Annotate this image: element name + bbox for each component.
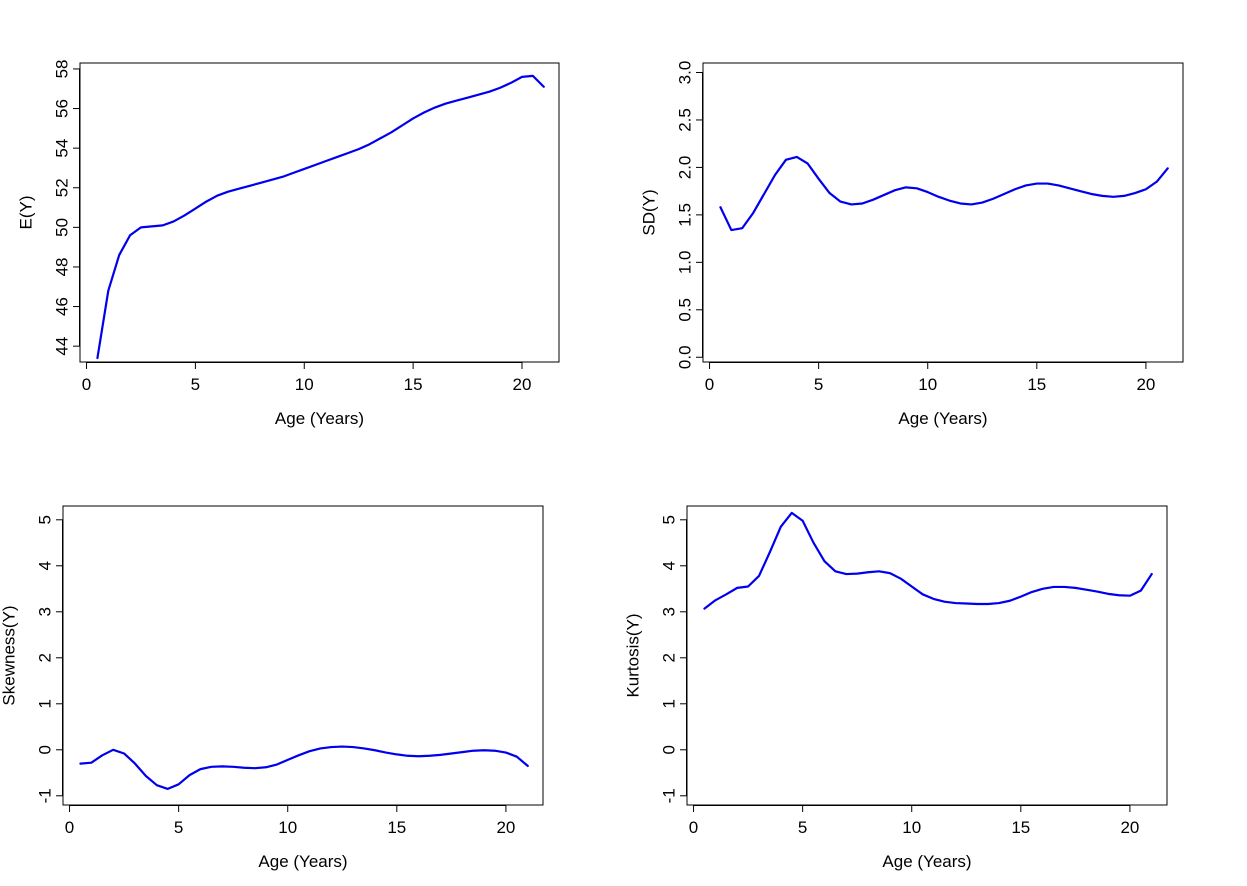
sd-x-tick-label: 10 (918, 375, 937, 394)
sd-x-tick-label: 15 (1027, 375, 1046, 394)
skewness-x-tick-label: 10 (278, 818, 297, 837)
mean-y-tick-label: 52 (53, 178, 72, 197)
kurtosis-y-tick-label: 4 (660, 561, 679, 570)
sd-x-tick-label: 5 (814, 375, 823, 394)
mean-x-tick-label: 0 (82, 375, 91, 394)
kurtosis-x-tick-label: 20 (1120, 818, 1139, 837)
kurtosis-y-tick-label: 1 (660, 699, 679, 708)
skewness-y-tick-label: 1 (36, 699, 55, 708)
sd-y-tick-label: 0.5 (676, 298, 695, 322)
mean-x-tick-label: 5 (191, 375, 200, 394)
mean-y-tick-label: 56 (53, 99, 72, 118)
kurtosis-y-tick-label: 5 (660, 515, 679, 524)
skewness-y-tick-label: 4 (36, 561, 55, 570)
skewness-plot-frame (62, 505, 544, 806)
sd-y-tick-label: 1.0 (676, 251, 695, 275)
mean-y-tick-label: 54 (53, 139, 72, 158)
mean-x-axis-label: Age (Years) (275, 409, 364, 428)
skewness-x-axis-label: Age (Years) (258, 852, 347, 871)
panel-mean: 0 5 10 15 20 Age (Years) 44 46 48 50 52 54 56 58 E(Y) (17, 59, 560, 428)
panel-sd: 0 5 10 15 20 Age (Years) 0.0 0.5 1.0 1.5 2.0 2.5 3.0… (640, 61, 1184, 428)
skewness-y-tick-label: 3 (36, 607, 55, 616)
sd-x-tick-label: 20 (1136, 375, 1155, 394)
panel-kurtosis: 0 5 10 15 20 Age (Years) -1 0 1 2 3 4 5 Kurtosis(Y) (624, 505, 1168, 871)
mean-series-line (96, 74, 545, 360)
sd-x-tick-label: 0 (705, 375, 714, 394)
mean-x-tick-label: 10 (295, 375, 314, 394)
kurtosis-y-tick-label: 0 (660, 745, 679, 754)
skewness-y-axis-label: Skewness(Y) (0, 605, 19, 705)
kurtosis-x-tick-label: 10 (902, 818, 921, 837)
sd-y-tick-label: 3.0 (676, 61, 695, 85)
skewness-y-tick-label: 0 (36, 745, 55, 754)
kurtosis-x-tick-label: 0 (689, 818, 698, 837)
mean-x-tick-label: 20 (513, 375, 532, 394)
kurtosis-y-tick-label: 2 (660, 653, 679, 662)
sd-y-tick-label: 0.0 (676, 345, 695, 369)
sd-y-axis-label: SD(Y) (640, 189, 659, 235)
mean-x-tick-label: 15 (404, 375, 423, 394)
mean-plot-frame (79, 62, 560, 363)
kurtosis-x-tick-label: 5 (798, 818, 807, 837)
mean-y-tick-label: 48 (53, 257, 72, 276)
sd-y-tick-label: 2.5 (676, 108, 695, 132)
mean-y-tick-label: 46 (53, 297, 72, 316)
mean-y-tick-label: 58 (53, 59, 72, 78)
kurtosis-y-tick-label: 3 (660, 607, 679, 616)
panel-skewness: 0 5 10 15 20 Age (Years) -1 0 1 2 3 4 5 Skewness(Y) (0, 505, 544, 871)
skewness-x-tick-label: 0 (65, 818, 74, 837)
skewness-series-line (79, 745, 529, 791)
kurtosis-x-axis-label: Age (Years) (882, 852, 971, 871)
skewness-y-tick-label: 5 (36, 515, 55, 524)
kurtosis-y-axis-label: Kurtosis(Y) (624, 613, 643, 697)
sd-y-tick-label: 1.5 (676, 203, 695, 227)
sd-x-axis-label: Age (Years) (898, 409, 987, 428)
skewness-y-tick-label: 2 (36, 653, 55, 662)
skewness-x-tick-label: 15 (387, 818, 406, 837)
skewness-x-tick-label: 20 (496, 818, 515, 837)
kurtosis-series-line (703, 511, 1153, 610)
kurtosis-x-tick-label: 15 (1011, 818, 1030, 837)
sd-plot-frame (702, 62, 1184, 363)
skewness-x-tick-label: 5 (174, 818, 183, 837)
sd-y-tick-label: 2.0 (676, 156, 695, 180)
mean-y-tick-label: 50 (53, 218, 72, 237)
mean-y-axis-label: E(Y) (17, 196, 36, 230)
skewness-y-tick-label: -1 (36, 788, 55, 803)
kurtosis-plot-frame (686, 505, 1168, 806)
kurtosis-y-tick-label: -1 (660, 788, 679, 803)
sd-series-line (719, 155, 1169, 232)
mean-y-tick-label: 44 (53, 337, 72, 356)
